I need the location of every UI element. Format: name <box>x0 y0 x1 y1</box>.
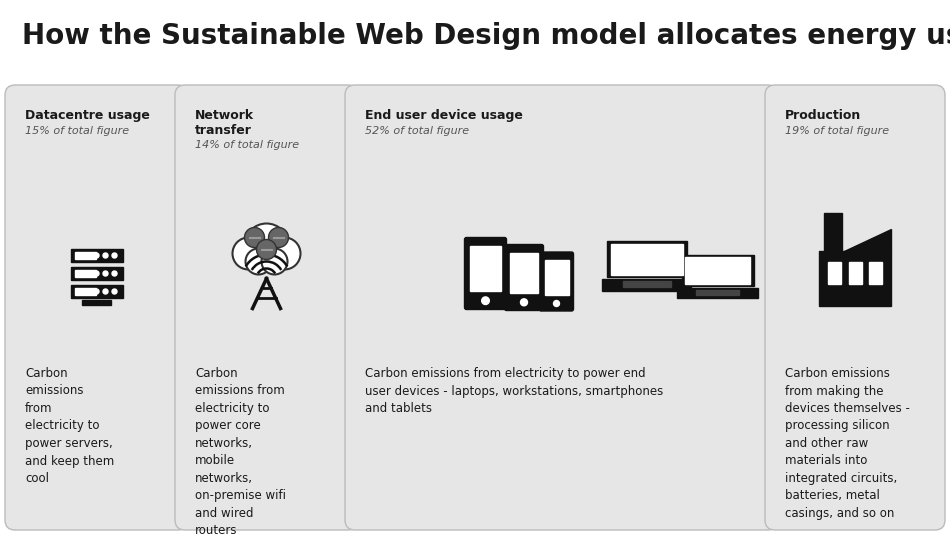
Text: 14% of total figure: 14% of total figure <box>195 140 299 150</box>
Circle shape <box>245 248 272 274</box>
FancyBboxPatch shape <box>70 285 123 298</box>
FancyBboxPatch shape <box>606 241 687 277</box>
FancyBboxPatch shape <box>70 249 123 262</box>
Circle shape <box>112 271 117 276</box>
Circle shape <box>482 297 489 304</box>
Circle shape <box>103 271 108 276</box>
FancyBboxPatch shape <box>849 262 863 284</box>
Circle shape <box>244 224 289 268</box>
FancyBboxPatch shape <box>504 245 543 310</box>
FancyBboxPatch shape <box>869 262 883 284</box>
Text: Datacentre usage: Datacentre usage <box>25 109 150 122</box>
Text: Carbon emissions from electricity to power end
user devices - laptops, workstati: Carbon emissions from electricity to pow… <box>365 367 663 415</box>
FancyBboxPatch shape <box>175 85 358 530</box>
Text: 19% of total figure: 19% of total figure <box>785 126 889 136</box>
FancyBboxPatch shape <box>70 267 123 280</box>
Circle shape <box>244 227 264 247</box>
FancyBboxPatch shape <box>74 288 96 295</box>
Circle shape <box>521 299 527 306</box>
Circle shape <box>103 289 108 294</box>
FancyBboxPatch shape <box>824 213 842 256</box>
Circle shape <box>103 253 108 258</box>
Circle shape <box>112 253 117 258</box>
FancyBboxPatch shape <box>677 288 758 299</box>
FancyBboxPatch shape <box>5 85 188 530</box>
Text: End user device usage: End user device usage <box>365 109 522 122</box>
Circle shape <box>94 271 99 276</box>
FancyBboxPatch shape <box>345 85 778 530</box>
Text: 15% of total figure: 15% of total figure <box>25 126 129 136</box>
Circle shape <box>256 240 276 260</box>
Text: Production: Production <box>785 109 862 122</box>
Text: Carbon
emissions from
electricity to
power core
networks,
mobile
networks,
on-pr: Carbon emissions from electricity to pow… <box>195 367 286 534</box>
FancyBboxPatch shape <box>765 85 945 530</box>
FancyBboxPatch shape <box>510 253 538 293</box>
Text: 52% of total figure: 52% of total figure <box>365 126 469 136</box>
Text: Network
transfer: Network transfer <box>195 109 255 137</box>
Circle shape <box>94 253 99 258</box>
FancyBboxPatch shape <box>465 238 506 310</box>
Circle shape <box>261 248 288 274</box>
FancyBboxPatch shape <box>685 257 750 284</box>
FancyBboxPatch shape <box>544 260 568 295</box>
Circle shape <box>269 238 300 270</box>
FancyBboxPatch shape <box>827 262 841 284</box>
Circle shape <box>269 227 289 247</box>
Text: Carbon emissions
from making the
devices themselves -
processing silicon
and oth: Carbon emissions from making the devices… <box>785 367 910 520</box>
Text: Carbon
emissions
from
electricity to
power servers,
and keep them
cool: Carbon emissions from electricity to pow… <box>25 367 114 485</box>
FancyBboxPatch shape <box>83 300 111 305</box>
FancyBboxPatch shape <box>819 251 891 306</box>
FancyBboxPatch shape <box>470 246 501 290</box>
FancyBboxPatch shape <box>622 281 671 287</box>
Circle shape <box>112 289 117 294</box>
FancyBboxPatch shape <box>611 244 682 275</box>
FancyBboxPatch shape <box>74 270 96 277</box>
Polygon shape <box>845 229 891 251</box>
FancyBboxPatch shape <box>74 252 96 259</box>
FancyBboxPatch shape <box>601 279 692 291</box>
Text: How the Sustainable Web Design model allocates energy usage: How the Sustainable Web Design model all… <box>22 22 950 50</box>
FancyBboxPatch shape <box>540 252 574 311</box>
Circle shape <box>94 289 99 294</box>
FancyBboxPatch shape <box>696 290 739 295</box>
Circle shape <box>554 301 560 307</box>
FancyBboxPatch shape <box>681 255 753 286</box>
Circle shape <box>233 238 264 270</box>
